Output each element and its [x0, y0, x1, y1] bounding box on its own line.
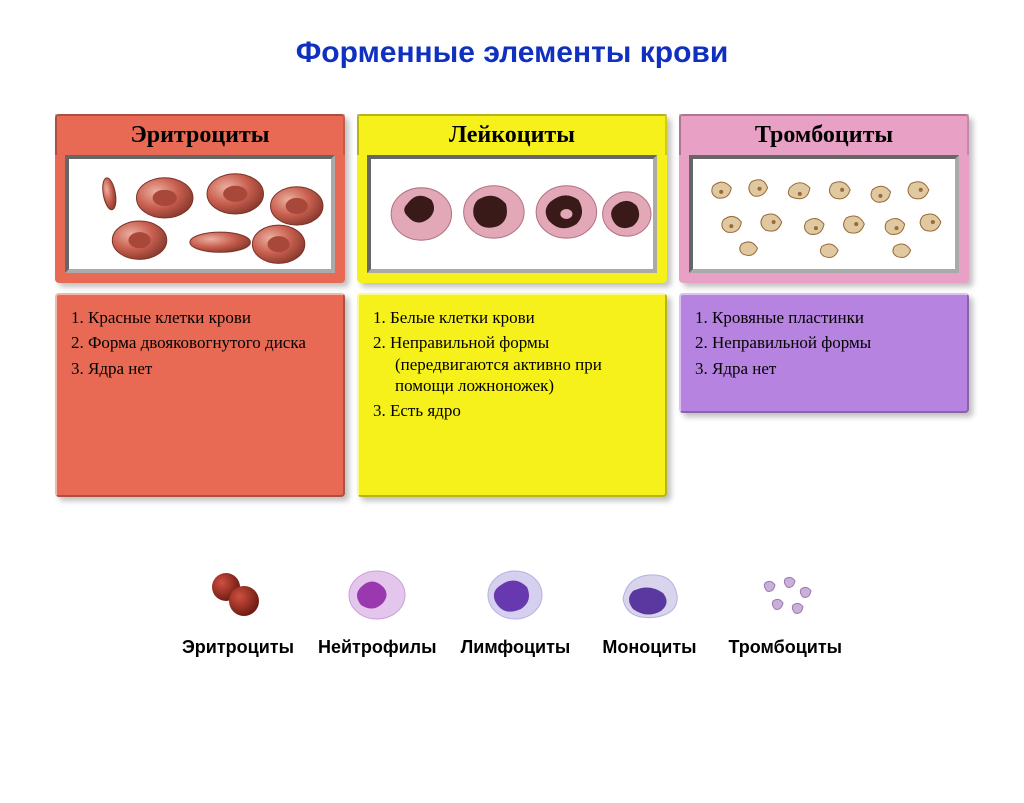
card-title-leukocytes: Лейкоциты: [357, 114, 667, 155]
legend-label: Тромбоциты: [728, 637, 842, 658]
list-item: Кровяные пластинки: [695, 305, 955, 330]
erythrocytes-icon: [183, 557, 293, 629]
card-title-erythrocytes: Эритроциты: [55, 114, 345, 155]
list-item: Ядра нет: [71, 356, 331, 381]
desc-list: Белые клетки крови Неправильной формы(пе…: [371, 305, 653, 423]
cell-image-erythrocytes: [65, 155, 335, 273]
list-item: Есть ядро: [373, 398, 653, 423]
legend-label: Нейтрофилы: [318, 637, 437, 658]
thrombocytes-icon: [730, 557, 840, 629]
thrombocytes-svg: [693, 159, 955, 269]
list-item: Форма двояковогнутого диска: [71, 330, 331, 355]
legend-label: Моноциты: [602, 637, 696, 658]
legend-lymphocytes: Лимфоциты: [460, 557, 570, 658]
card-leukocytes-upper: Лейкоциты: [357, 114, 667, 283]
monocytes-icon: [594, 557, 704, 629]
col-leukocytes: Лейкоциты: [357, 114, 667, 497]
col-erythrocytes: Эритроциты: [55, 114, 345, 497]
legend-label: Лимфоциты: [461, 637, 571, 658]
desc-list: Кровяные пластинки Неправильной формы Яд…: [693, 305, 955, 381]
legend-thrombocytes: Тромбоциты: [728, 557, 842, 658]
erythrocytes-svg: [69, 159, 331, 269]
list-item: Неправильной формы(передвигаются активно…: [373, 330, 653, 398]
cell-image-leukocytes: [367, 155, 657, 273]
legend-neutrophils: Нейтрофилы: [318, 557, 437, 658]
desc-erythrocytes: Красные клетки крови Форма двояковогнуто…: [55, 293, 345, 497]
legend-label: Эритроциты: [182, 637, 294, 658]
list-item: Красные клетки крови: [71, 305, 331, 330]
desc-list: Красные клетки крови Форма двояковогнуто…: [69, 305, 331, 381]
col-thrombocytes: Тромбоциты: [679, 114, 969, 497]
desc-leukocytes: Белые клетки крови Неправильной формы(пе…: [357, 293, 667, 497]
lymphocytes-icon: [460, 557, 570, 629]
columns-row: Эритроциты: [0, 114, 1024, 497]
neutrophils-icon: [322, 557, 432, 629]
list-item: Белые клетки крови: [373, 305, 653, 330]
card-thrombocytes-upper: Тромбоциты: [679, 114, 969, 283]
cell-image-thrombocytes: [689, 155, 959, 273]
leukocytes-svg: [371, 159, 653, 269]
legend-erythrocytes: Эритроциты: [182, 557, 294, 658]
desc-thrombocytes: Кровяные пластинки Неправильной формы Яд…: [679, 293, 969, 413]
legend-row: Эритроциты Нейтрофилы Лимфоциты Моноциты: [0, 557, 1024, 658]
legend-monocytes: Моноциты: [594, 557, 704, 658]
card-title-thrombocytes: Тромбоциты: [679, 114, 969, 155]
page-title: Форменные элементы крови: [0, 36, 1024, 70]
card-erythrocytes-upper: Эритроциты: [55, 114, 345, 283]
list-item: Неправильной формы: [695, 330, 955, 355]
list-item: Ядра нет: [695, 356, 955, 381]
